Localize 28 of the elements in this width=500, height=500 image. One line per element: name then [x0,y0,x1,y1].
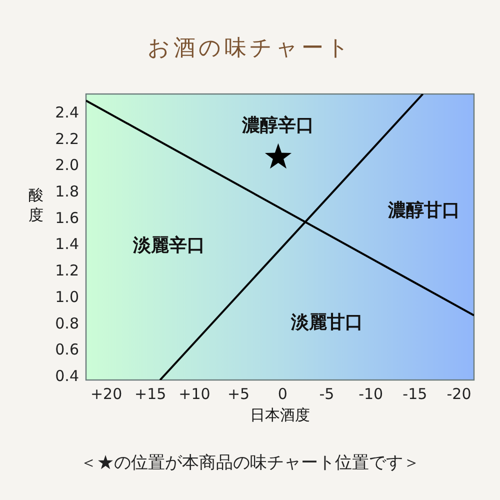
x-tick-label: +15 [134,385,166,403]
x-tick-label: +5 [227,385,250,403]
y-tick-label: 2.4 [55,103,79,122]
y-tick-label: 1.4 [55,235,79,254]
y-tick-label: 1.2 [55,262,79,280]
x-tick-label: +10 [178,385,210,403]
annotation: 淡麗甘口 [290,312,363,332]
y-tick-label: 1.0 [55,288,79,306]
x-axis-title: 日本酒度 [250,406,310,424]
x-tick-label: 0 [278,385,288,403]
x-tick-label: -10 [358,385,384,403]
annotation: 濃醇辛口 [241,115,314,135]
annotation: 淡麗辛口 [132,235,205,255]
annotation: 濃醇甘口 [387,200,460,220]
y-tick-label: 1.6 [55,208,79,227]
y-tick-label: 1.8 [55,182,79,201]
text: ＜★の位置が本商品の味チャート位置です＞ [80,453,420,472]
x-tick-label: -15 [402,385,428,403]
chart-title: お酒の味チャート [148,35,352,60]
x-tick-label: +20 [90,385,122,403]
y-axis-title: 酸度 [28,186,44,224]
x-tick-label: -5 [319,385,334,403]
y-tick-label: 2.0 [55,156,79,174]
y-tick-label: 2.2 [55,130,79,148]
y-tick-label: 0.6 [55,340,79,359]
y-tick-label: 0.8 [55,314,79,332]
x-tick-label: -20 [446,385,472,403]
y-tick-label: 0.4 [55,367,79,386]
